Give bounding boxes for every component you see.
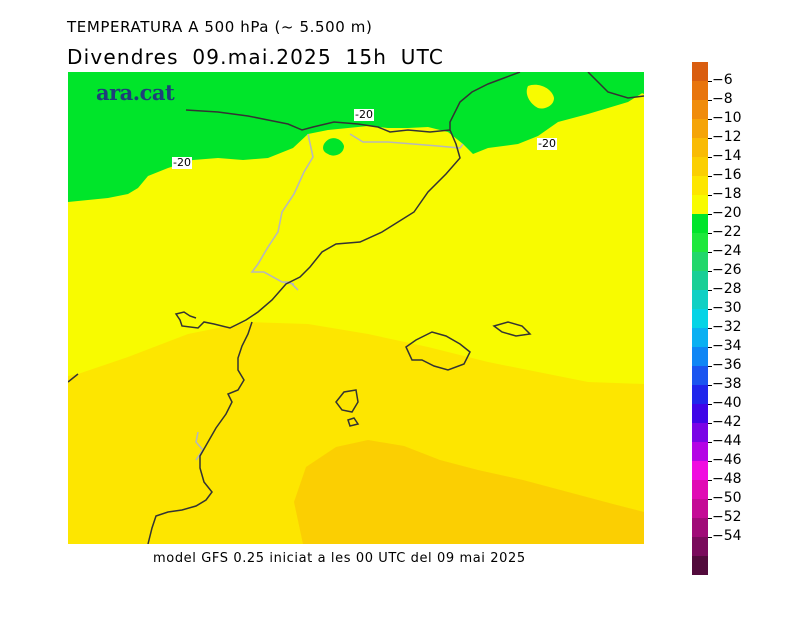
green-edge-blob bbox=[637, 78, 644, 94]
legend-swatch bbox=[692, 176, 708, 195]
legend-label: −28 bbox=[712, 281, 742, 297]
legend-tick bbox=[708, 138, 712, 139]
legend-swatch bbox=[692, 309, 708, 328]
legend-swatch bbox=[692, 366, 708, 385]
legend-swatch bbox=[692, 499, 708, 518]
legend-swatch bbox=[692, 290, 708, 309]
legend-swatch bbox=[692, 385, 708, 404]
legend-swatch bbox=[692, 214, 708, 233]
legend-swatch bbox=[692, 461, 708, 480]
contour-label-minus20-east: -20 bbox=[537, 137, 557, 150]
legend-label: −38 bbox=[712, 376, 742, 392]
legend-tick bbox=[708, 233, 712, 234]
legend-label: −40 bbox=[712, 395, 742, 411]
model-footer: model GFS 0.25 iniciat a les 00 UTC del … bbox=[153, 551, 526, 566]
legend-label: −6 bbox=[712, 72, 733, 88]
legend-tick bbox=[708, 176, 712, 177]
contour-label-minus20-west: -20 bbox=[172, 156, 192, 169]
legend-label: −26 bbox=[712, 262, 742, 278]
legend-tick bbox=[708, 347, 712, 348]
legend-tick bbox=[708, 480, 712, 481]
legend-label: −30 bbox=[712, 300, 742, 316]
color-legend bbox=[692, 62, 708, 575]
legend-tick bbox=[708, 252, 712, 253]
legend-tick bbox=[708, 119, 712, 120]
legend-tick bbox=[708, 442, 712, 443]
chart-subtitle: Divendres 09.mai.2025 15h UTC bbox=[67, 45, 444, 69]
legend-tick bbox=[708, 423, 712, 424]
menorca-island bbox=[492, 321, 532, 337]
legend-tick bbox=[708, 309, 712, 310]
legend-label: −24 bbox=[712, 243, 742, 259]
green-blob bbox=[323, 138, 344, 156]
green-region bbox=[68, 72, 644, 202]
chart-title: TEMPERATURA A 500 hPa (~ 5.500 m) bbox=[67, 18, 373, 36]
legend-swatch bbox=[692, 271, 708, 290]
legend-swatch bbox=[692, 252, 708, 271]
legend-label: −12 bbox=[712, 129, 742, 145]
coastline bbox=[68, 72, 644, 544]
legend-swatch bbox=[692, 556, 708, 575]
legend-tick bbox=[708, 100, 712, 101]
legend-swatch bbox=[692, 195, 708, 214]
legend-label: −20 bbox=[712, 205, 742, 221]
legend-tick bbox=[708, 157, 712, 158]
legend-tick bbox=[708, 195, 712, 196]
legend-swatch bbox=[692, 328, 708, 347]
legend-label: −14 bbox=[712, 148, 742, 164]
legend-tick bbox=[708, 537, 712, 538]
formentera-island bbox=[347, 417, 360, 427]
legend-tick bbox=[708, 518, 712, 519]
legend-swatch bbox=[692, 138, 708, 157]
legend-label: −10 bbox=[712, 110, 742, 126]
legend-swatch bbox=[692, 537, 708, 556]
legend-tick bbox=[708, 404, 712, 405]
legend-label: −16 bbox=[712, 167, 742, 183]
legend-label: −54 bbox=[712, 528, 742, 544]
legend-tick bbox=[708, 461, 712, 462]
legend-label: −22 bbox=[712, 224, 742, 240]
ibiza-island bbox=[335, 389, 359, 413]
legend-label: −44 bbox=[712, 433, 742, 449]
legend-swatch bbox=[692, 423, 708, 442]
legend-swatch bbox=[692, 518, 708, 537]
mallorca-island bbox=[405, 331, 471, 371]
legend-swatch bbox=[692, 100, 708, 119]
legend-tick bbox=[708, 290, 712, 291]
legend-label: −42 bbox=[712, 414, 742, 430]
legend-label: −34 bbox=[712, 338, 742, 354]
yellow-pocket bbox=[526, 84, 554, 109]
legend-tick bbox=[708, 328, 712, 329]
legend-label: −32 bbox=[712, 319, 742, 335]
legend-swatch bbox=[692, 442, 708, 461]
aracat-logo: ara.cat bbox=[96, 80, 175, 105]
legend-tick bbox=[708, 366, 712, 367]
legend-swatch bbox=[692, 404, 708, 423]
legend-swatch bbox=[692, 480, 708, 499]
legend-tick bbox=[708, 214, 712, 215]
legend-label: −52 bbox=[712, 509, 742, 525]
legend-swatch bbox=[692, 347, 708, 366]
orange-region bbox=[294, 440, 644, 544]
legend-swatch bbox=[692, 62, 708, 81]
catalonia-border bbox=[195, 431, 205, 461]
legend-label: −50 bbox=[712, 490, 742, 506]
map-canvas bbox=[68, 72, 644, 544]
legend-tick bbox=[708, 81, 712, 82]
legend-swatch bbox=[692, 157, 708, 176]
contour-label-minus20-north: -20 bbox=[354, 108, 374, 121]
legend-tick bbox=[708, 271, 712, 272]
legend-swatch bbox=[692, 81, 708, 100]
legend-label: −8 bbox=[712, 91, 733, 107]
legend-label: −46 bbox=[712, 452, 742, 468]
temperature-map bbox=[68, 72, 644, 544]
legend-label: −18 bbox=[712, 186, 742, 202]
legend-label: −36 bbox=[712, 357, 742, 373]
legend-swatch bbox=[692, 119, 708, 138]
legend-tick bbox=[708, 499, 712, 500]
legend-swatch bbox=[692, 233, 708, 252]
legend-label: −48 bbox=[712, 471, 742, 487]
legend-tick bbox=[708, 385, 712, 386]
